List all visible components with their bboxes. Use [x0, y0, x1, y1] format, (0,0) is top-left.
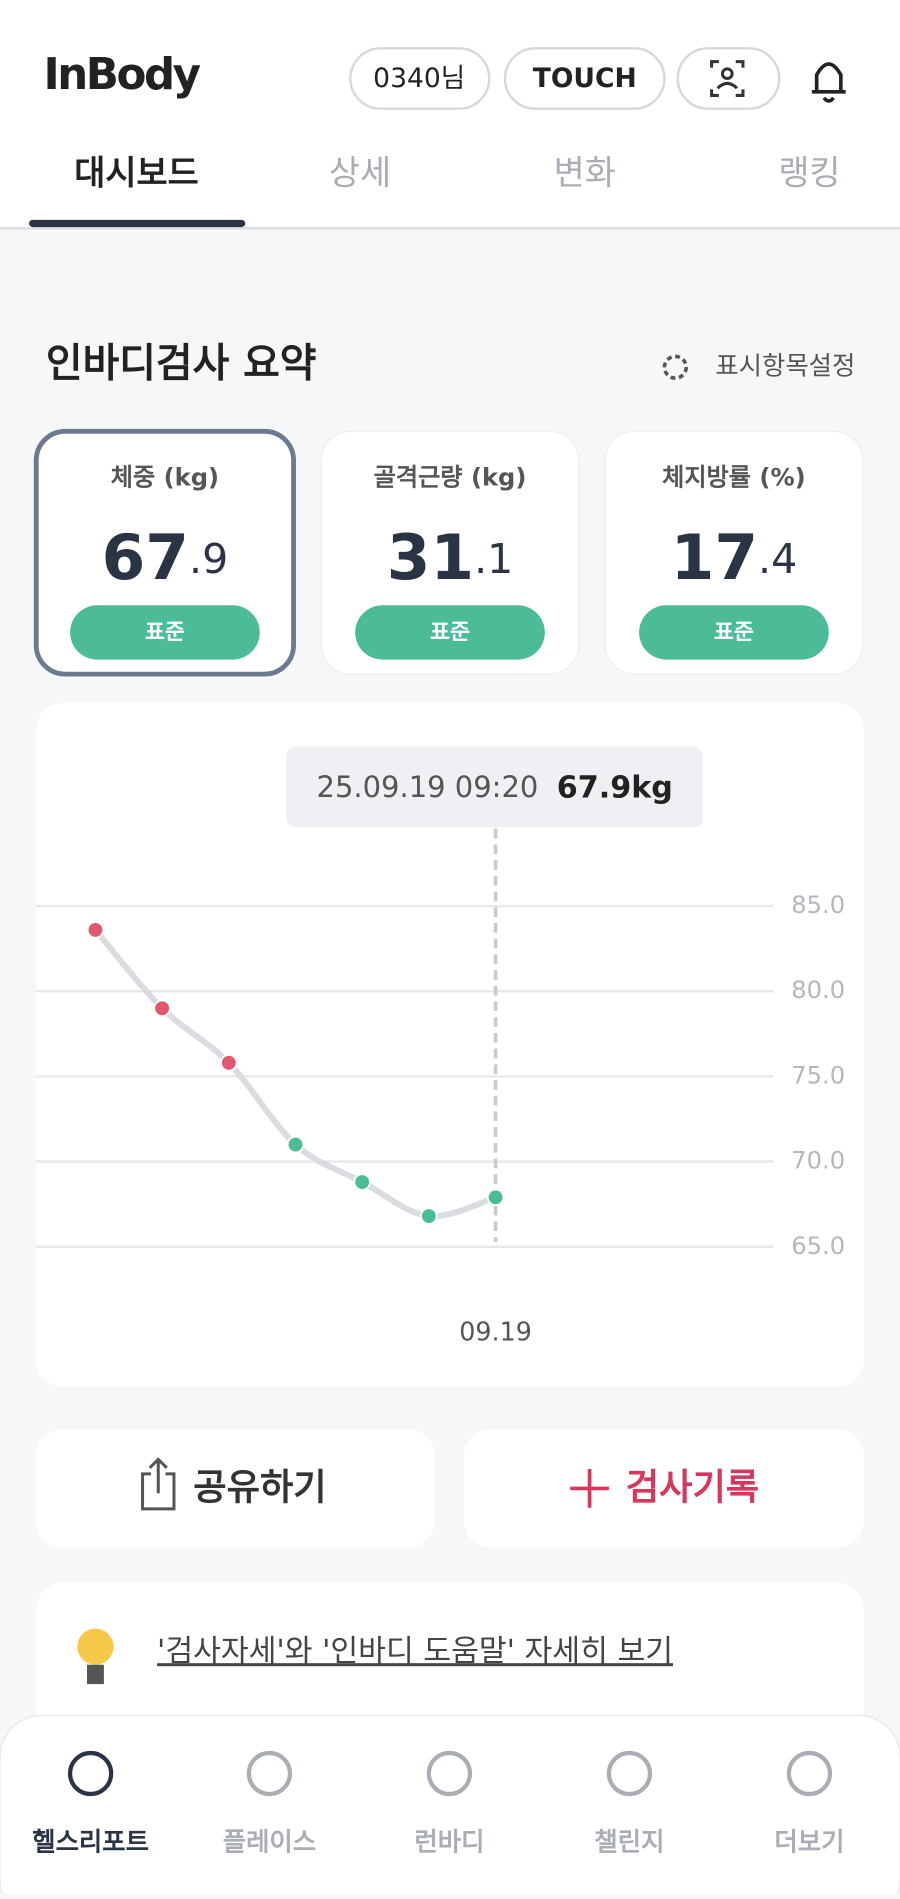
y-tick-label: 85.0	[791, 891, 845, 919]
status-badge	[639, 605, 829, 660]
point[interactable]	[353, 1173, 371, 1191]
metric-dec: .9	[189, 535, 228, 583]
metric-int: 67	[102, 521, 189, 594]
help-banner[interactable]	[36, 1582, 864, 1740]
help-link[interactable]: '검사자세'와 '인바디 도움말' 자세히 보기	[157, 1634, 673, 1669]
tab-indicator	[28, 219, 246, 228]
settings-link[interactable]: 표시항목설정	[715, 350, 855, 380]
nav-label[interactable]: 플레이스	[223, 1827, 316, 1857]
point[interactable]	[286, 1135, 305, 1154]
touch-pill[interactable]	[503, 47, 666, 110]
section-title: 인바디검사 요약	[46, 341, 317, 387]
metric-label: 체중 (kg)	[111, 463, 219, 491]
metric-label: 체지방률 (%)	[662, 463, 806, 491]
metric-dec: .4	[758, 535, 797, 583]
metric-value: 67.9	[102, 521, 229, 594]
x-tick-label: 09.19	[459, 1317, 532, 1347]
nav-label[interactable]: 더보기	[774, 1827, 844, 1857]
share-icon	[141, 1457, 176, 1511]
y-tick-label: 70.0	[791, 1147, 845, 1175]
nav-icon[interactable]	[246, 1750, 293, 1797]
point[interactable]	[420, 1207, 438, 1225]
y-tick-label: 75.0	[791, 1061, 845, 1089]
status-badge	[355, 605, 545, 660]
metric-dec: .1	[474, 535, 513, 583]
record-label: 검사기록	[626, 1466, 759, 1509]
status-label: 표준	[430, 620, 470, 645]
header-bg	[0, 0, 900, 228]
y-tick-label: 65.0	[791, 1232, 845, 1260]
user-name: 0340님	[373, 63, 465, 94]
bottom-nav	[0, 1714, 900, 1899]
y-tick-label: 80.0	[791, 976, 845, 1004]
nav-icon[interactable]	[786, 1750, 833, 1797]
bell-icon[interactable]	[811, 62, 846, 103]
point[interactable]	[220, 1054, 238, 1072]
metric-int: 31	[387, 521, 474, 594]
tooltip	[286, 746, 704, 828]
nav-icon[interactable]	[67, 1750, 114, 1797]
touch-label: TOUCH	[533, 63, 637, 94]
metric-value: 31.1	[387, 521, 514, 594]
status-label: 표준	[145, 620, 185, 645]
scan-icon	[710, 60, 745, 97]
point[interactable]	[486, 1188, 505, 1207]
metric-int: 17	[671, 521, 758, 594]
share-button[interactable]	[36, 1429, 435, 1548]
tooltip-date: 25.09.19 09:20	[317, 770, 539, 804]
tab[interactable]: 상세	[329, 154, 391, 193]
plus-icon	[570, 1469, 609, 1508]
tab[interactable]: 랭킹	[778, 154, 840, 193]
status-label: 표준	[714, 620, 754, 645]
tab[interactable]: 변화	[554, 154, 616, 193]
nav-label[interactable]: 런바디	[414, 1827, 484, 1857]
chart-card	[36, 703, 864, 1387]
nav-label[interactable]: 헬스리포트	[32, 1827, 149, 1857]
bulb-icon	[77, 1628, 114, 1685]
nav-icon[interactable]	[606, 1750, 653, 1797]
metric-value: 17.4	[671, 521, 798, 594]
nav-icon[interactable]	[426, 1750, 473, 1797]
share-label: 공유하기	[193, 1466, 326, 1509]
point[interactable]	[153, 999, 171, 1018]
point[interactable]	[86, 921, 105, 939]
metric-label: 골격근량 (kg)	[374, 463, 527, 491]
tab[interactable]: 대시보드	[74, 154, 198, 193]
gear-icon	[662, 354, 689, 380]
nav-label[interactable]: 챌린지	[594, 1827, 664, 1857]
logo: InBody	[43, 50, 200, 100]
record-button[interactable]	[463, 1429, 864, 1548]
status-badge	[70, 605, 260, 660]
tooltip-value: 67.9kg	[557, 770, 673, 805]
user-pill[interactable]	[349, 47, 491, 110]
